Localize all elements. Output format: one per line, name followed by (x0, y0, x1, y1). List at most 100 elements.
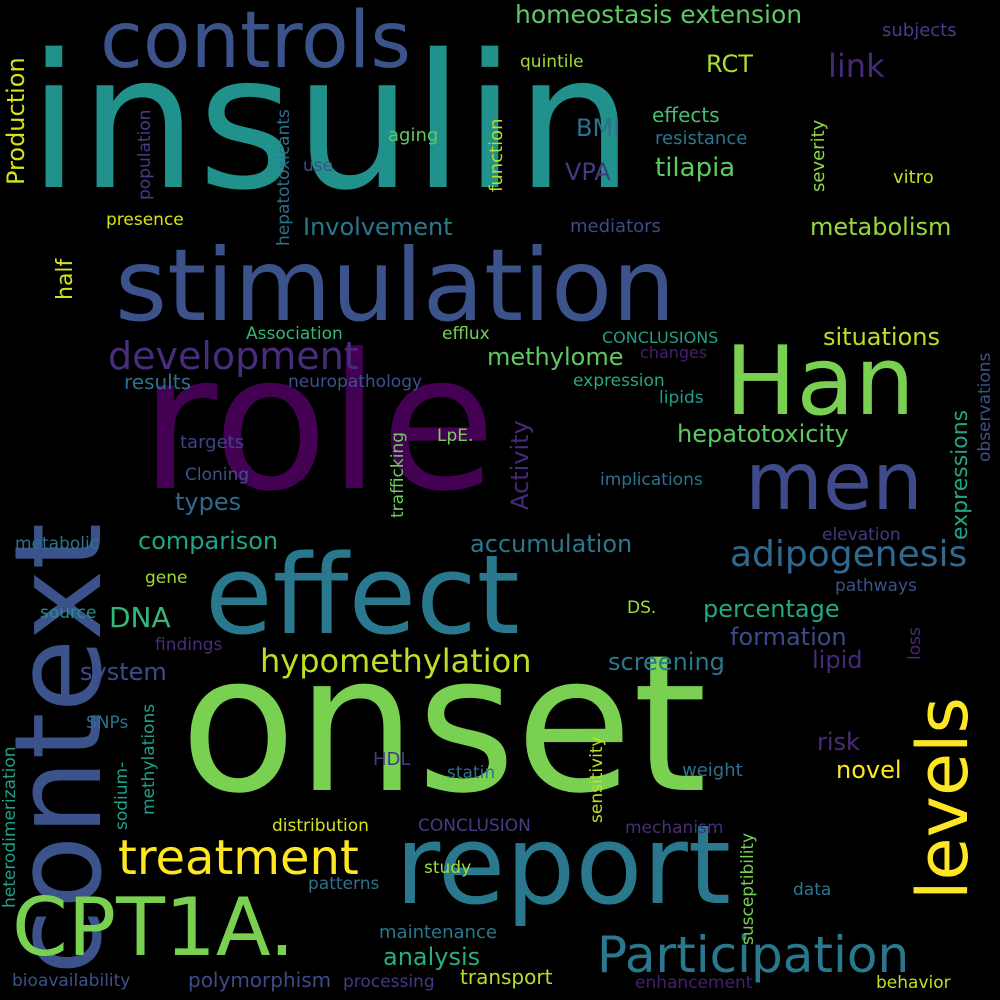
word: bioavailability (12, 971, 131, 991)
word: vitro (893, 167, 934, 188)
word: controls (100, 0, 412, 86)
word: situations (823, 323, 940, 351)
word: patterns (308, 874, 380, 894)
word: lipid (812, 646, 863, 674)
word: expressions (948, 409, 973, 540)
word: distribution (272, 816, 369, 836)
word: gene (145, 568, 188, 588)
word: susceptibility (738, 832, 758, 945)
word: LpE. (437, 426, 474, 446)
word: trafficking (388, 432, 408, 518)
word: statin (447, 763, 496, 783)
word: Cloning (185, 465, 250, 485)
word: treatment (118, 830, 359, 886)
word: CONCLUSION (418, 816, 531, 836)
word: heterodimerization (0, 746, 20, 908)
word: population (135, 109, 155, 200)
word: function (486, 118, 507, 192)
word: HDL (373, 749, 411, 770)
word: methylome (487, 343, 624, 371)
word: link (828, 47, 885, 85)
word: comparison (138, 527, 279, 555)
word: DNA (109, 601, 171, 634)
word: Production (2, 57, 30, 185)
word: metabolic (15, 534, 100, 554)
word: development (108, 334, 359, 378)
word: changes (640, 343, 708, 362)
word: stimulation (115, 227, 676, 344)
word: hepatotoxicants (274, 109, 294, 246)
word: aging (388, 125, 439, 146)
word: onset (180, 614, 708, 835)
word: quintile (520, 52, 584, 72)
word: hypomethylation (260, 642, 532, 680)
word: report (395, 801, 731, 929)
word: men (745, 435, 923, 528)
word: targets (180, 432, 245, 453)
word: lipids (659, 388, 704, 408)
word: formation (730, 623, 847, 651)
word: Involvement (303, 213, 453, 241)
word: study (424, 858, 472, 878)
word: resistance (655, 128, 748, 149)
word: analysis (383, 943, 481, 971)
word: CONCLUSIONS (602, 328, 719, 347)
word: transport (460, 965, 553, 989)
word: loss (905, 627, 925, 660)
word: weight (682, 760, 743, 781)
word: CPT1A. (12, 881, 295, 974)
word: tilapia (655, 153, 736, 183)
word: Participation (597, 926, 910, 984)
word: polymorphism (188, 968, 332, 992)
word: behavior (876, 973, 951, 993)
word: expression (573, 371, 665, 391)
word: hepatotoxicity (677, 420, 849, 448)
word: neuropathology (288, 372, 423, 392)
word: subjects (882, 20, 957, 41)
word: role (140, 314, 497, 533)
word: half (53, 258, 78, 300)
word: Activity (506, 420, 534, 510)
word: homeostasis extension (515, 0, 803, 29)
word: system (80, 658, 167, 686)
word: enhancement (635, 973, 753, 993)
word: data (793, 880, 832, 900)
word: mediators (570, 216, 661, 237)
word: DS. (627, 598, 657, 618)
word: results (124, 370, 192, 394)
word: effects (652, 103, 720, 127)
word: use (303, 156, 334, 176)
word: RCT (706, 50, 753, 78)
word: sensitivity (587, 736, 607, 823)
word: Association (246, 324, 343, 344)
word: adipogenesis (730, 534, 968, 575)
word: risk (817, 728, 860, 756)
word: percentage (703, 595, 840, 623)
word: pathways (835, 576, 917, 596)
word: efflux (442, 324, 490, 344)
word: presence (106, 210, 184, 230)
word: metabolism (810, 213, 952, 241)
word: VPA (565, 158, 611, 186)
word: maintenance (379, 922, 497, 943)
word: Han (725, 327, 915, 437)
word: mechanism (625, 818, 724, 838)
word: levels (902, 697, 984, 900)
word: implications (600, 470, 703, 490)
word: elevation (822, 525, 901, 545)
word: severity (808, 119, 829, 192)
word: effect (205, 531, 520, 659)
word: types (175, 488, 242, 516)
word: accumulation (470, 530, 633, 558)
word: insulin (28, 14, 634, 231)
word: observations (975, 352, 995, 462)
word: processing (343, 972, 435, 992)
word: sodium- (112, 761, 132, 830)
word: SNPs (86, 713, 129, 733)
word: findings (155, 635, 223, 655)
word: BMI (576, 114, 621, 142)
word: novel (836, 756, 902, 784)
word: source (40, 603, 97, 623)
word: methylations (139, 703, 159, 815)
